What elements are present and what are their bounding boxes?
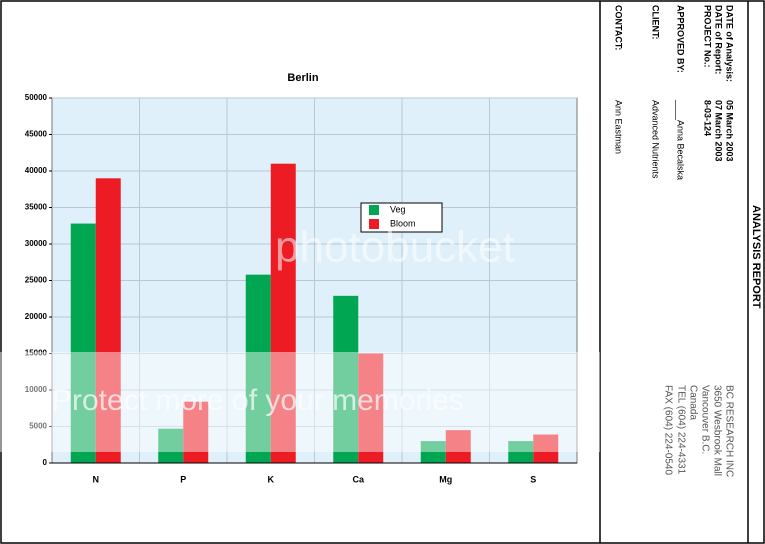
- bar: [420, 441, 446, 463]
- bar: [70, 223, 96, 463]
- field-value: Advanced Nutrients: [651, 100, 661, 179]
- y-tick-label: 40000: [25, 166, 48, 175]
- bar: [270, 163, 296, 463]
- y-tick-label: 35000: [25, 203, 48, 212]
- y-tick-label: 5000: [29, 422, 47, 431]
- side-panel: ANALYSIS REPORT DATE of Analysis: 05 Mar…: [614, 5, 762, 477]
- bar: [183, 401, 209, 463]
- y-tick-label: 20000: [25, 312, 48, 321]
- y-tick-label: 30000: [25, 239, 48, 248]
- field-label: DATE of Analysis:: [725, 5, 735, 82]
- bar: [158, 428, 184, 463]
- field-label: DATE of Report:: [714, 5, 724, 74]
- field-value: 07 March 2003: [714, 100, 724, 162]
- x-tick-label: K: [268, 474, 275, 484]
- y-tick-label: 25000: [25, 276, 48, 285]
- field-label: PROJECT No.:: [703, 5, 713, 68]
- company-line: FAX (604) 224-0540: [662, 385, 673, 475]
- field-label: APPROVED BY:: [676, 5, 686, 73]
- legend-label: Bloom: [390, 218, 416, 228]
- chart: Berlin 0 5000 10000 15000 20000 25000 30000 350…: [25, 72, 578, 484]
- legend: Veg Bloom: [360, 202, 443, 233]
- company-line: 3650 Wesbrook Mall: [711, 385, 722, 476]
- field-value: ____Anna Becalska: [676, 99, 686, 180]
- x-tick-label: P: [180, 474, 186, 484]
- bar: [508, 441, 534, 463]
- field-value: 05 March 2003: [725, 100, 735, 162]
- field-label: CLIENT:: [651, 5, 661, 40]
- y-tick-label: 10000: [25, 385, 48, 394]
- company-line: Canada: [687, 385, 698, 420]
- y-tick-label: 0: [43, 458, 48, 467]
- bar: [95, 178, 121, 464]
- legend-swatch: [369, 205, 379, 215]
- legend-swatch: [369, 219, 379, 229]
- y-tick-label: 50000: [25, 93, 48, 102]
- y-tick-label: 15000: [25, 349, 48, 358]
- watermark: photobucket Protect more of your memorie…: [0, 223, 600, 452]
- bar: [445, 430, 471, 463]
- watermark-logo: photobucket: [275, 223, 515, 272]
- field-label: CONTACT:: [614, 5, 624, 50]
- report-title: ANALYSIS REPORT: [750, 205, 762, 309]
- bar: [533, 434, 559, 463]
- x-tick-label: N: [93, 474, 100, 484]
- company-line: BC RESEARCH INC: [723, 385, 734, 477]
- legend-label: Veg: [390, 204, 406, 214]
- company-line: TEL (604) 224-4331: [675, 385, 686, 475]
- bar: [333, 295, 359, 463]
- watermark-band: [0, 352, 600, 452]
- y-tick-label: 45000: [25, 130, 48, 139]
- field-value: 8-03-124: [703, 100, 713, 136]
- x-tick-label: Ca: [352, 474, 364, 484]
- x-tick-label: Mg: [439, 474, 452, 484]
- watermark-banner: Protect more of your memories: [52, 384, 464, 417]
- bar: [245, 274, 271, 463]
- chart-title: Berlin: [287, 72, 318, 84]
- company-line: Vancouver B.C.: [699, 385, 710, 454]
- field-value: Ann Eastman: [614, 100, 624, 154]
- bar: [358, 353, 384, 463]
- x-tick-label: S: [530, 474, 536, 484]
